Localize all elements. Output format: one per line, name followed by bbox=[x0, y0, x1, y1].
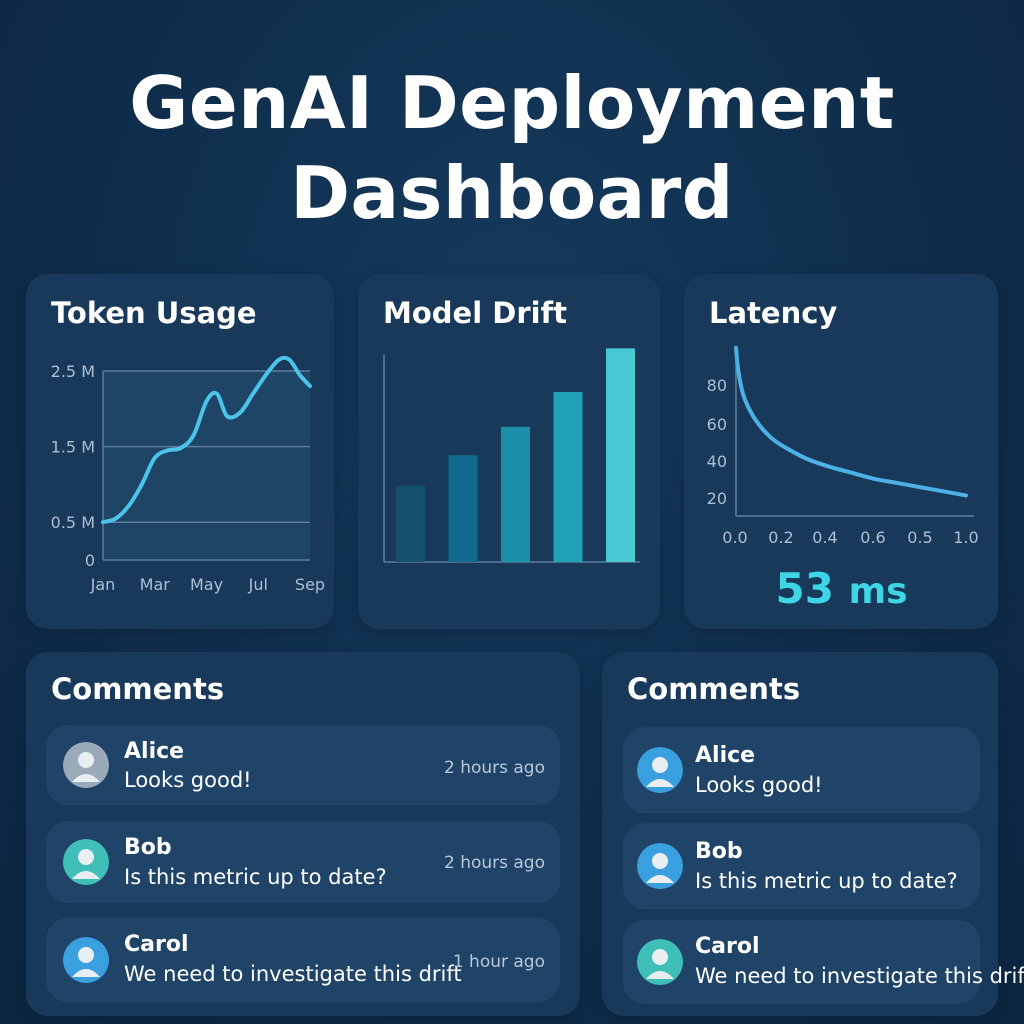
model-drift-card[interactable]: Model Drift bbox=[358, 274, 660, 629]
comment-text: Looks good! bbox=[124, 768, 252, 792]
avatar bbox=[63, 742, 109, 788]
x-tick-label: 0.4 bbox=[812, 528, 837, 547]
comment-author: Bob bbox=[124, 835, 172, 860]
x-tick-label: Jul bbox=[248, 575, 268, 594]
comment-author: Carol bbox=[695, 934, 760, 959]
user-icon bbox=[63, 937, 109, 983]
drift-bar bbox=[501, 426, 530, 562]
y-tick-label: 0.5 M bbox=[51, 513, 95, 532]
comments-title: Comments bbox=[627, 672, 801, 706]
avatar-head bbox=[78, 849, 94, 865]
token-usage-line bbox=[101, 355, 312, 525]
comment-item[interactable]: Alice Looks good! bbox=[623, 727, 980, 813]
comment-item[interactable]: Alice Looks good! 2 hours ago bbox=[46, 725, 560, 805]
y-tick-label: 40 bbox=[707, 452, 727, 471]
avatar bbox=[637, 843, 683, 889]
avatar-body bbox=[72, 774, 100, 782]
y-tick-label: 60 bbox=[707, 415, 727, 434]
latency-unit: ms bbox=[848, 571, 908, 612]
comment-time: 2 hours ago bbox=[443, 853, 545, 873]
avatar bbox=[637, 747, 683, 793]
avatar bbox=[637, 939, 683, 985]
comment-text: We need to investigate this drift bbox=[695, 964, 1024, 988]
drift-bar bbox=[396, 485, 425, 562]
y-tick-label: 2.5 M bbox=[51, 362, 95, 381]
page-title-line1: GenAI Deployment bbox=[129, 61, 895, 145]
comment-author: Carol bbox=[124, 932, 189, 957]
avatar-head bbox=[78, 752, 94, 768]
x-tick-label: Jan bbox=[90, 575, 116, 594]
model-drift-chart bbox=[383, 348, 640, 563]
avatar-head bbox=[78, 947, 94, 963]
x-tick-label: Mar bbox=[140, 575, 171, 594]
avatar-head bbox=[652, 757, 668, 773]
avatar bbox=[63, 937, 109, 983]
latency-title: Latency bbox=[709, 296, 838, 330]
comment-text: Is this metric up to date? bbox=[124, 865, 387, 889]
avatar bbox=[63, 839, 109, 885]
x-tick-label: 0.0 bbox=[722, 528, 747, 547]
comment-text: Looks good! bbox=[695, 773, 823, 797]
y-tick-label: 80 bbox=[707, 376, 727, 395]
latency-readout: 53 ms bbox=[684, 564, 999, 613]
drift-bar bbox=[553, 391, 583, 562]
latency-value: 53 bbox=[775, 564, 834, 613]
drift-bar bbox=[448, 455, 478, 562]
x-tick-label: Sep bbox=[295, 575, 325, 594]
x-tick-label: 0.6 bbox=[860, 528, 885, 547]
user-icon bbox=[63, 742, 109, 788]
user-icon bbox=[637, 843, 683, 889]
user-icon bbox=[63, 839, 109, 885]
user-icon bbox=[637, 747, 683, 793]
avatar-body bbox=[72, 871, 100, 879]
comment-time: 1 hour ago bbox=[452, 952, 545, 972]
drift-bar bbox=[606, 348, 635, 562]
comment-item[interactable]: Bob Is this metric up to date? 2 hours a… bbox=[46, 821, 560, 903]
comment-time: 2 hours ago bbox=[443, 758, 545, 778]
latency-line bbox=[734, 345, 968, 498]
avatar-head bbox=[652, 853, 668, 869]
comment-author: Bob bbox=[695, 839, 743, 864]
comment-author: Alice bbox=[695, 743, 756, 768]
x-tick-label: 0.5 bbox=[907, 528, 932, 547]
comments-panel-right: Comments Alice Looks good! Bob bbox=[602, 652, 1024, 1016]
comment-item[interactable]: Carol We need to investigate this drift … bbox=[46, 918, 560, 1002]
token-usage-chart: 2.5 M 1.5 M 0.5 M 0 Jan Mar May Jul Sep bbox=[51, 355, 325, 594]
x-tick-label: 1.0 bbox=[953, 528, 978, 547]
x-tick-label: 0.2 bbox=[768, 528, 793, 547]
latency-card[interactable]: Latency 80 60 40 20 0.0 0.2 0.4 0.6 0.5 1.0 53 ms bbox=[684, 274, 998, 629]
y-tick-label: 1.5 M bbox=[51, 438, 95, 457]
avatar-body bbox=[646, 971, 674, 979]
page-title: GenAI Deployment Dashboard bbox=[0, 58, 1024, 238]
y-tick-label: 20 bbox=[707, 489, 727, 508]
comment-item[interactable]: Bob Is this metric up to date? bbox=[623, 823, 980, 909]
comments-title: Comments bbox=[51, 672, 225, 706]
avatar-head bbox=[652, 949, 668, 965]
avatar-body bbox=[646, 875, 674, 883]
page-title-line2: Dashboard bbox=[290, 151, 734, 235]
comment-text: We need to investigate this drift bbox=[124, 962, 462, 986]
token-usage-title: Token Usage bbox=[51, 296, 257, 330]
x-tick-label: May bbox=[190, 575, 223, 594]
avatar-body bbox=[646, 779, 674, 787]
latency-chart: 80 60 40 20 0.0 0.2 0.4 0.6 0.5 1.0 bbox=[707, 345, 979, 547]
user-icon bbox=[637, 939, 683, 985]
token-usage-card[interactable]: Token Usage 2.5 M 1.5 M 0.5 M 0 Jan Mar May Jul… bbox=[26, 274, 334, 629]
comment-item[interactable]: Carol We need to investigate this drift bbox=[623, 920, 1024, 1004]
comment-text: Is this metric up to date? bbox=[695, 869, 958, 893]
y-tick-label: 0 bbox=[85, 551, 95, 570]
model-drift-title: Model Drift bbox=[383, 296, 568, 330]
comment-author: Alice bbox=[124, 739, 185, 764]
comments-panel-left: Comments Alice Looks good! 2 hours ago bbox=[26, 652, 580, 1016]
avatar-body bbox=[72, 969, 100, 977]
